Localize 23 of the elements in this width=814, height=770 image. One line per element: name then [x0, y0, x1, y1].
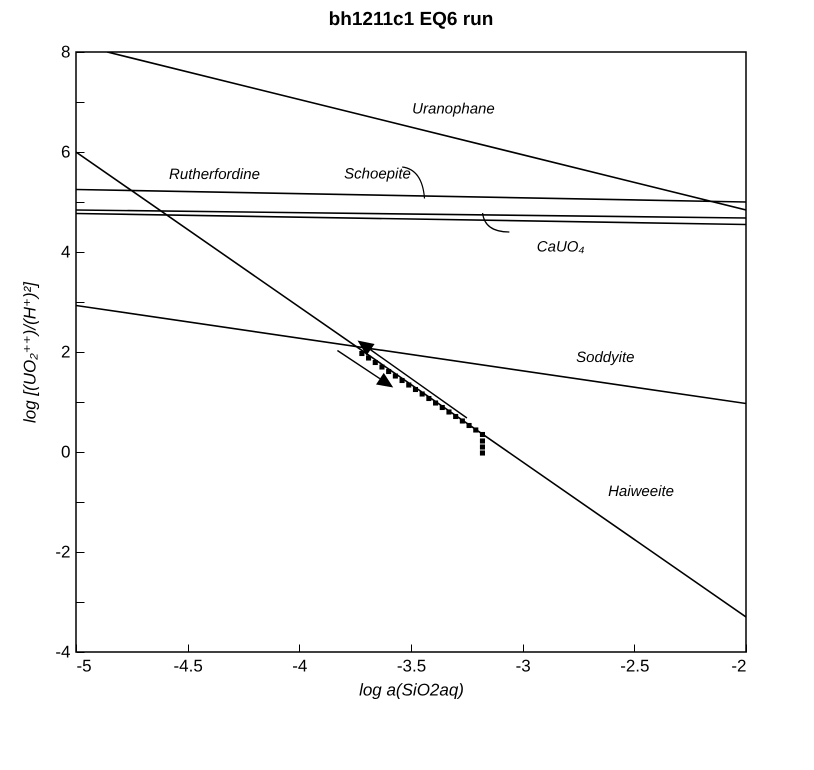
y-axis-title: log [(UO₂⁺⁺)/(H⁺)²] — [20, 280, 40, 424]
series-label: CaUO₄ — [536, 238, 584, 256]
y-tick-label: 4 — [61, 242, 70, 262]
y-tick-label: 6 — [61, 142, 70, 162]
x-tick-label: -2.5 — [620, 656, 650, 676]
chart-title: bh1211c1 EQ6 run — [328, 9, 494, 30]
x-tick-label: -2 — [731, 656, 746, 676]
y-tick-label: 2 — [61, 342, 70, 362]
series-label: Rutherfordine — [169, 166, 260, 184]
y-tick-label: -2 — [55, 542, 70, 562]
y-tick-label: 0 — [61, 442, 70, 462]
x-tick-label: -3.5 — [396, 656, 426, 676]
x-tick-label: -4.5 — [174, 656, 203, 676]
series-label: Uranophane — [412, 100, 495, 118]
series-label: Soddyite — [576, 348, 634, 366]
x-tick-label: -5 — [76, 656, 92, 676]
x-tick-label: -3 — [516, 656, 531, 676]
x-tick-label: -4 — [292, 656, 308, 676]
annotation: Schoepite — [344, 166, 411, 182]
y-tick-label: 8 — [61, 42, 70, 62]
series-label: Haiweeite — [608, 483, 674, 500]
x-axis-title: log a(SiO2aq) — [359, 680, 464, 700]
y-tick-label: -4 — [55, 642, 70, 662]
